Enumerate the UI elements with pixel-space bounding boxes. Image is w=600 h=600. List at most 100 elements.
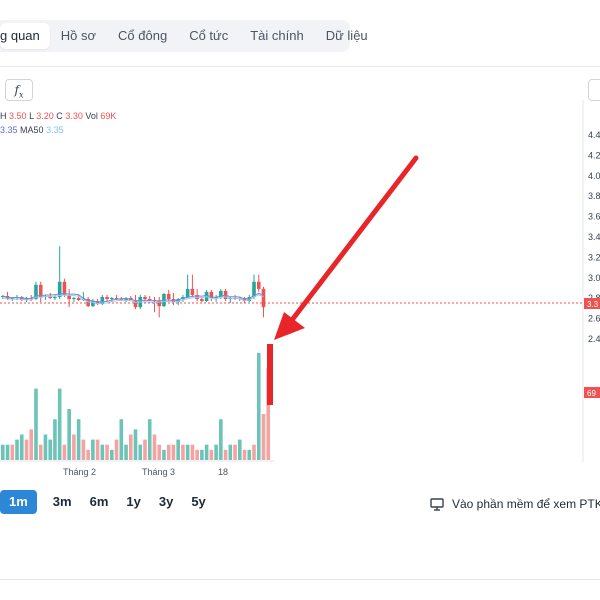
chart-settings-button[interactable] <box>588 79 600 101</box>
candle-body <box>53 297 57 299</box>
volume-bar <box>209 449 214 460</box>
candle-body <box>48 295 52 299</box>
candle-body <box>100 297 105 305</box>
last-volume-badge <box>584 387 600 398</box>
function-icon: fx <box>14 83 24 100</box>
candle-body <box>76 298 81 301</box>
candle-body <box>38 284 43 297</box>
volume-bar <box>91 439 95 460</box>
candle-body <box>24 298 29 301</box>
volume-bar <box>233 444 237 460</box>
range-3y[interactable]: 3y <box>158 494 174 509</box>
candle-body <box>34 284 38 300</box>
volume-bar <box>219 419 223 460</box>
ohlc-legend: H 3.50 L 3.20 C 3.30 Vol 69K <box>0 111 117 121</box>
candle-body <box>261 288 266 308</box>
annotation-arrow-head <box>274 312 305 340</box>
monitor-icon <box>430 497 444 511</box>
volume-bar <box>95 439 100 460</box>
x-tick-label: Tháng 3 <box>142 467 175 477</box>
candle-body <box>72 298 76 300</box>
price-tick-label: 2.6 <box>588 314 600 324</box>
tab-overview[interactable]: g quan <box>0 23 50 49</box>
candle-body <box>252 281 256 297</box>
volume-bar <box>195 449 199 460</box>
range-1m[interactable]: 1m <box>0 490 37 514</box>
volume-bar <box>147 419 152 460</box>
volume-bar <box>62 444 67 460</box>
range-1y[interactable]: 1y <box>126 494 141 509</box>
price-chart[interactable]: 4.44.24.03.83.63.43.23.02.82.62.43.369 T… <box>0 100 600 480</box>
candle-body <box>19 297 24 301</box>
range-3m[interactable]: 3m <box>52 494 72 509</box>
volume-bar <box>266 368 271 460</box>
volume-bar <box>247 449 252 460</box>
candles <box>1 246 266 318</box>
volume-bar <box>162 449 166 460</box>
volume-bar <box>256 352 261 460</box>
volume-bar <box>204 444 209 460</box>
volume-bar <box>166 444 171 460</box>
candle-body <box>57 281 62 297</box>
range-6m[interactable]: 6m <box>89 494 109 509</box>
x-tick-label: 18 <box>218 467 228 477</box>
candle-body <box>219 290 223 297</box>
candle-body <box>143 297 147 300</box>
annotation <box>267 155 419 405</box>
volume-bar <box>48 439 52 460</box>
candle-body <box>62 281 67 295</box>
volume-bar <box>19 434 24 460</box>
candle-body <box>10 298 15 300</box>
candle-body <box>110 298 114 300</box>
price-tick-label: 4.2 <box>588 150 600 160</box>
volume-bar <box>261 414 266 460</box>
volume-bar <box>105 444 109 460</box>
tab-data[interactable]: Dữ liệu <box>325 28 368 43</box>
price-tick-label: 3.0 <box>588 273 600 283</box>
x-tick-label: Tháng 2 <box>63 467 96 477</box>
candle-body <box>200 299 204 302</box>
volume-bar <box>242 449 247 460</box>
bottom-divider <box>0 579 600 580</box>
tab-dividends[interactable]: Cổ tức <box>189 28 229 43</box>
price-tick-label: 4.4 <box>588 130 600 140</box>
tab-shareholders[interactable]: Cổ đông <box>118 28 168 43</box>
time-range-selector: 1m 3m 6m 1y 3y 5y <box>0 490 215 514</box>
ma-legend: 3.35 MA50 3.35 <box>0 125 64 135</box>
ma50-line <box>2 294 264 305</box>
volume-bar <box>1 444 5 460</box>
candle-body <box>242 298 247 302</box>
indicators-button[interactable]: fx <box>5 79 33 101</box>
range-5y[interactable]: 5y <box>191 494 206 509</box>
candle-body <box>256 281 261 289</box>
volume-bar <box>238 439 242 460</box>
candle-body <box>95 301 100 305</box>
candle-body <box>67 294 71 300</box>
volume-bar <box>228 444 233 460</box>
volume-bar <box>185 444 190 460</box>
volume-bar <box>152 434 157 460</box>
tab-profile[interactable]: Hồ sơ <box>60 28 97 43</box>
volume-bar <box>190 444 195 460</box>
top-divider <box>0 66 600 67</box>
volume-bar <box>157 444 162 460</box>
volume-bar <box>124 444 128 460</box>
open-software-link[interactable]: Vào phần mềm để xem PTK <box>430 497 600 511</box>
candle-body <box>91 301 95 307</box>
last-price-badge <box>584 298 600 309</box>
candle-body <box>166 293 171 300</box>
volume-bar <box>67 409 71 460</box>
volume-bar <box>171 444 176 460</box>
volume-bar <box>24 439 29 460</box>
candle-body <box>190 288 195 295</box>
volume-bars <box>0 352 275 462</box>
candle-body <box>157 301 162 307</box>
tab-financials[interactable]: Tài chính <box>250 28 304 43</box>
volume-bar <box>200 449 204 460</box>
chart-legend: H 3.50 L 3.20 C 3.30 Vol 69K 3.35 MA50 3… <box>0 109 116 137</box>
volume-bar <box>15 439 19 460</box>
candle-body <box>147 299 152 301</box>
volume-bar <box>100 444 105 460</box>
annotation-arrow-shaft <box>289 155 419 323</box>
volume-bar <box>86 449 90 460</box>
